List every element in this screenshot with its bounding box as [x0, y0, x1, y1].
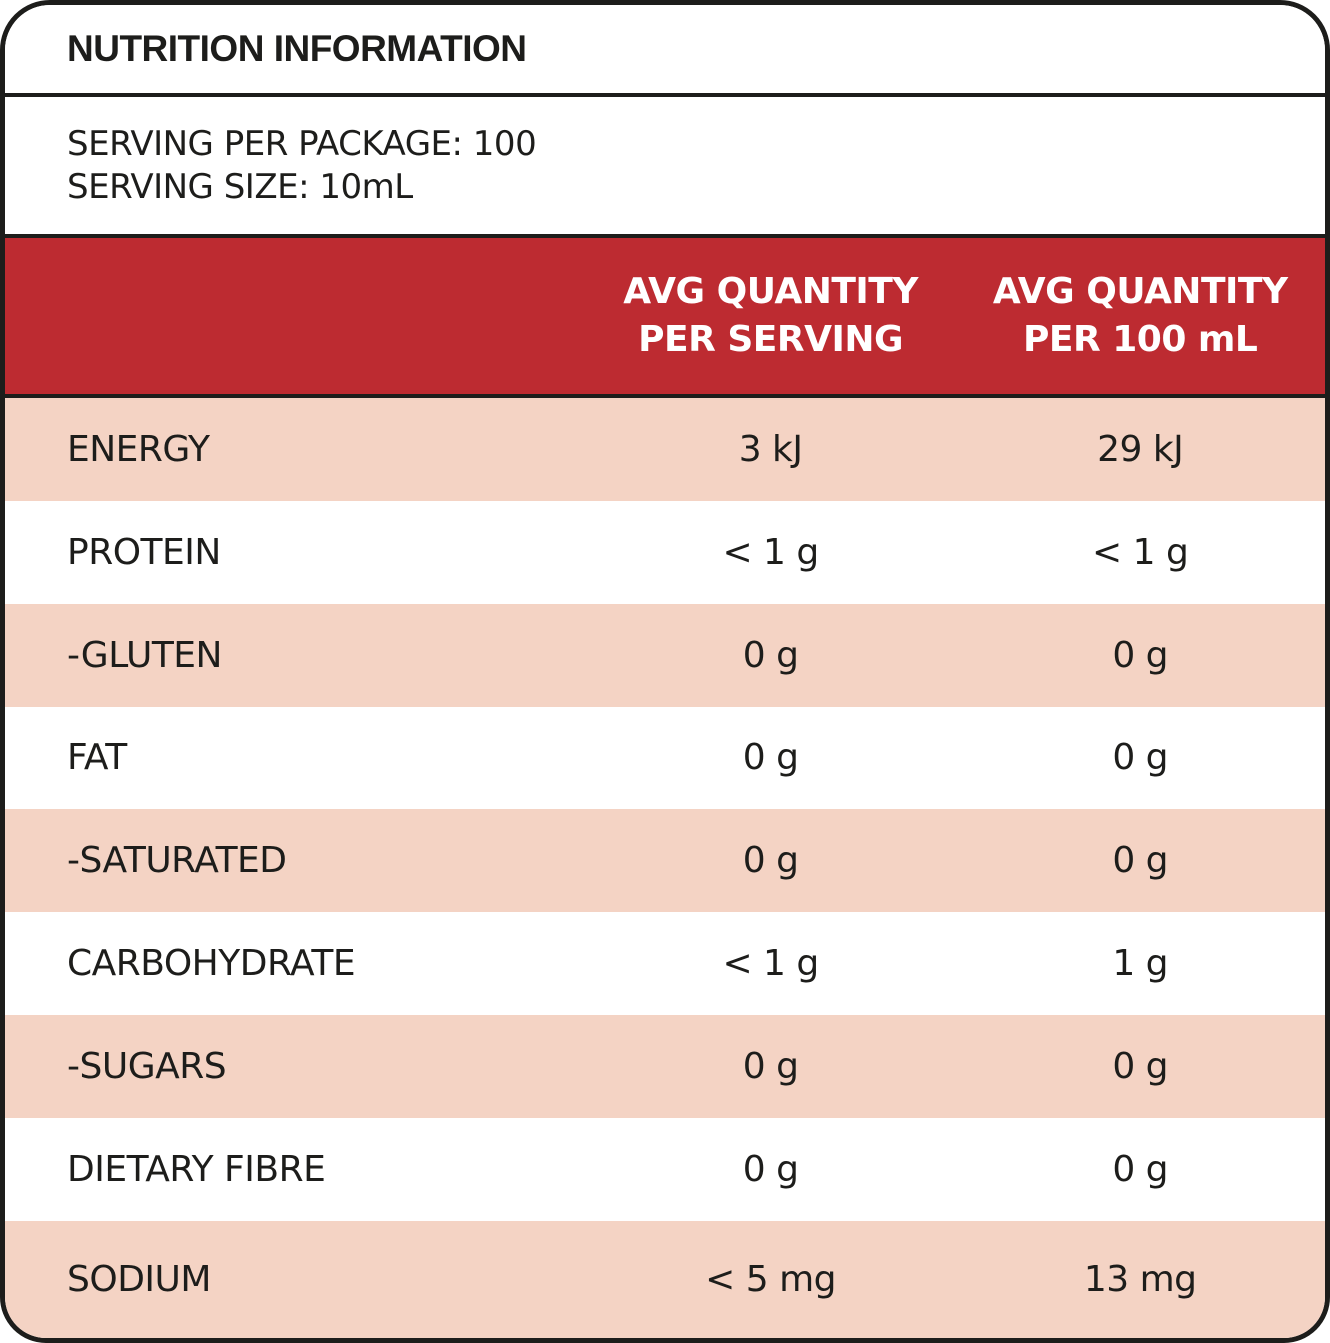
nutrient-name: ENERGY — [67, 428, 210, 470]
nutrient-name: FAT — [67, 737, 127, 779]
value-per-serving: 0 g — [742, 1045, 799, 1087]
nutrient-name: -GLUTEN — [67, 634, 222, 676]
value-per-serving: < 1 g — [722, 531, 819, 573]
column-header-band: AVG QUANTITY PER SERVING AVG QUANTITY PE… — [5, 234, 1325, 398]
serving-section: SERVING PER PACKAGE: 100 SERVING SIZE: 1… — [5, 97, 1325, 234]
nutrient-name: CARBOHYDRATE — [67, 943, 356, 985]
nutrient-row-sugars: -SUGARS 0 g 0 g — [5, 1015, 1325, 1118]
value-per-100ml: 0 g — [1112, 1148, 1169, 1190]
value-per-serving: 3 kJ — [738, 428, 803, 470]
nutrient-name: SODIUM — [67, 1258, 211, 1300]
nutrient-name: PROTEIN — [67, 531, 221, 573]
nutrient-name: -SUGARS — [67, 1045, 227, 1087]
column-header-per-100ml-line1: AVG QUANTITY — [992, 271, 1288, 313]
value-per-100ml: 13 mg — [1083, 1258, 1197, 1300]
nutrient-row-dietary-fibre: DIETARY FIBRE 0 g 0 g — [5, 1117, 1325, 1221]
column-header-per-serving-line2: PER SERVING — [638, 319, 904, 360]
column-header-per-100ml: AVG QUANTITY PER 100 mL — [955, 268, 1325, 363]
value-per-serving: 0 g — [742, 840, 799, 882]
value-per-100ml: 0 g — [1112, 840, 1169, 882]
value-per-100ml: 0 g — [1112, 634, 1169, 676]
serving-size: SERVING SIZE: 10mL — [67, 166, 413, 207]
value-per-serving: 0 g — [742, 634, 799, 676]
nutrient-name: -SATURATED — [67, 840, 287, 882]
serving-per-package: SERVING PER PACKAGE: 100 — [67, 123, 537, 164]
nutrient-row-energy: ENERGY 3 kJ 29 kJ — [5, 398, 1325, 501]
nutrient-row-sodium: SODIUM < 5 mg 13 mg — [5, 1220, 1325, 1338]
value-per-serving: 0 g — [742, 1148, 799, 1190]
nutrient-name: DIETARY FIBRE — [67, 1148, 326, 1190]
value-per-100ml: 29 kJ — [1097, 428, 1184, 470]
column-header-per-serving-line1: AVG QUANTITY — [623, 271, 918, 313]
nutrient-row-protein: PROTEIN < 1 g < 1 g — [5, 500, 1325, 604]
label-title: NUTRITION INFORMATION — [67, 28, 527, 69]
nutrient-rows: ENERGY 3 kJ 29 kJ PROTEIN < 1 g < 1 g -G… — [5, 398, 1325, 1338]
value-per-serving: < 1 g — [722, 943, 819, 985]
column-header-per-100ml-line2: PER 100 mL — [1023, 319, 1258, 360]
title-section: NUTRITION INFORMATION — [5, 5, 1325, 97]
value-per-serving: < 5 mg — [705, 1258, 837, 1300]
value-per-100ml: 1 g — [1112, 943, 1169, 985]
nutrient-row-gluten: -GLUTEN 0 g 0 g — [5, 603, 1325, 707]
value-per-100ml: 0 g — [1112, 737, 1169, 779]
value-per-100ml: 0 g — [1112, 1045, 1169, 1087]
value-per-serving: 0 g — [742, 737, 799, 779]
nutrient-row-fat: FAT 0 g 0 g — [5, 706, 1325, 810]
value-per-100ml: < 1 g — [1092, 531, 1189, 573]
column-header-per-serving: AVG QUANTITY PER SERVING — [586, 268, 956, 363]
nutrient-row-carbohydrate: CARBOHYDRATE < 1 g 1 g — [5, 912, 1325, 1016]
nutrient-row-saturated: -SATURATED 0 g 0 g — [5, 809, 1325, 913]
